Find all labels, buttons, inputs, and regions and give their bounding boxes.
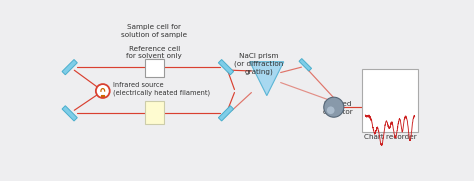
Polygon shape — [219, 60, 234, 75]
Text: Sample cell for
solution of sample: Sample cell for solution of sample — [121, 24, 187, 37]
Text: Infrared
detector: Infrared detector — [322, 101, 353, 115]
Text: Chart recorder: Chart recorder — [364, 134, 416, 140]
Circle shape — [96, 84, 109, 98]
Polygon shape — [299, 59, 311, 71]
Polygon shape — [250, 62, 284, 96]
Polygon shape — [219, 106, 234, 121]
Text: Reference cell
for solvent only: Reference cell for solvent only — [127, 46, 182, 59]
Bar — [362, 69, 418, 132]
Bar — [145, 59, 164, 77]
Text: Infrared source
(electrically heated filament): Infrared source (electrically heated fil… — [113, 82, 210, 96]
Circle shape — [327, 106, 335, 114]
Bar — [145, 101, 164, 124]
Circle shape — [324, 97, 344, 117]
Text: NaCl prism
(or diffraction
grating): NaCl prism (or diffraction grating) — [235, 53, 284, 75]
Polygon shape — [62, 106, 77, 121]
Polygon shape — [62, 60, 77, 75]
